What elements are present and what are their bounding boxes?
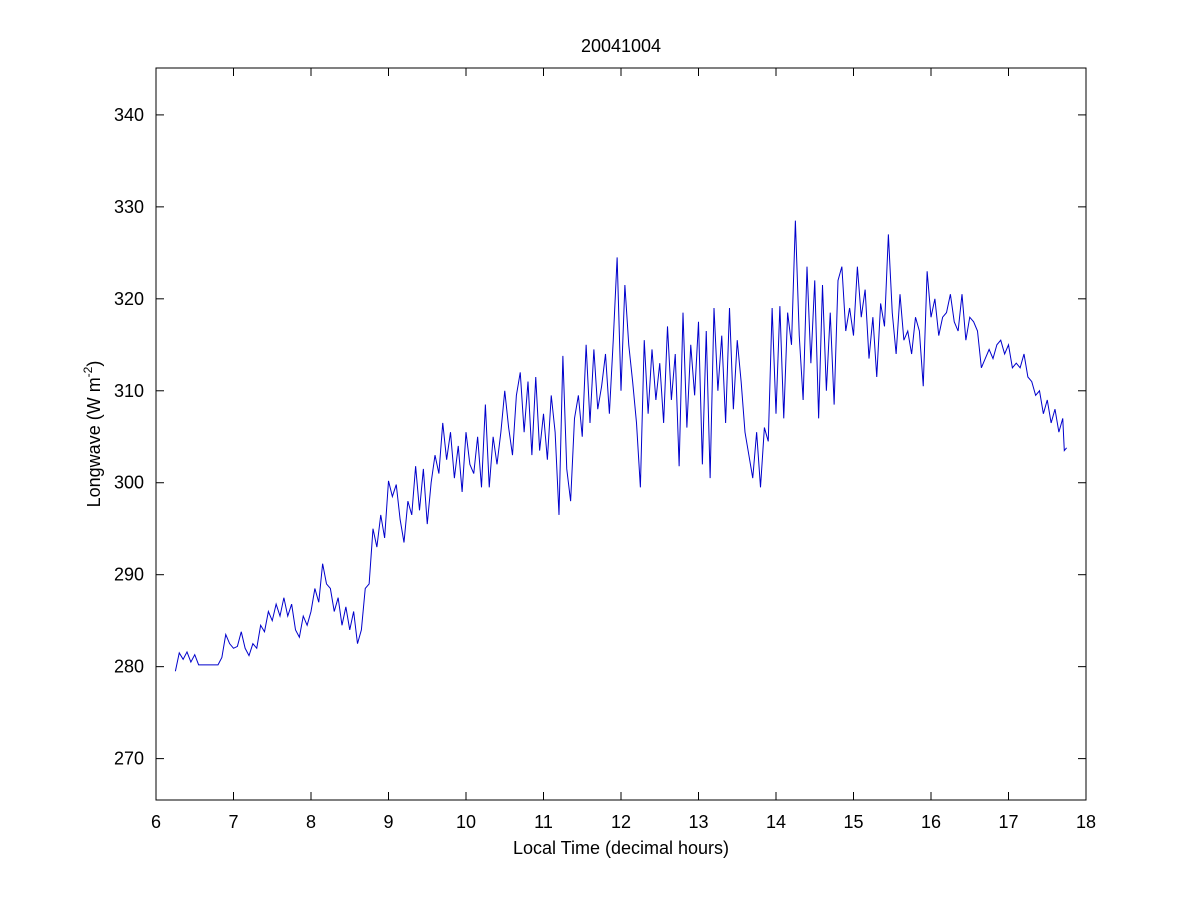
y-tick-label: 310 bbox=[114, 381, 144, 401]
x-tick-label: 16 bbox=[921, 812, 941, 832]
y-axis-label-text: Longwave (W m bbox=[84, 377, 104, 507]
x-tick-label: 9 bbox=[383, 812, 393, 832]
y-tick-label: 320 bbox=[114, 289, 144, 309]
x-tick-label: 8 bbox=[306, 812, 316, 832]
y-tick-label: 280 bbox=[114, 657, 144, 677]
x-tick-label: 7 bbox=[228, 812, 238, 832]
x-tick-label: 10 bbox=[456, 812, 476, 832]
y-tick-label: 340 bbox=[114, 105, 144, 125]
y-tick-label: 270 bbox=[114, 749, 144, 769]
x-tick-label: 15 bbox=[843, 812, 863, 832]
x-tick-label: 6 bbox=[151, 812, 161, 832]
y-axis-label-sup: -2 bbox=[81, 366, 95, 377]
y-axis-label-suffix: ) bbox=[84, 361, 104, 367]
x-tick-label: 18 bbox=[1076, 812, 1096, 832]
x-tick-label: 12 bbox=[611, 812, 631, 832]
y-axis-label: Longwave (W m-2) bbox=[81, 361, 104, 508]
y-tick-label: 300 bbox=[114, 473, 144, 493]
y-tick-label: 330 bbox=[114, 197, 144, 217]
x-axis-label: Local Time (decimal hours) bbox=[513, 838, 729, 858]
chart-title: 20041004 bbox=[581, 36, 661, 56]
data-line bbox=[174, 220, 1068, 672]
x-tick-label: 11 bbox=[534, 812, 553, 832]
x-tick-label: 17 bbox=[998, 812, 1018, 832]
x-tick-label: 14 bbox=[766, 812, 786, 832]
x-tick-label: 13 bbox=[688, 812, 708, 832]
y-tick-label: 290 bbox=[114, 565, 144, 585]
